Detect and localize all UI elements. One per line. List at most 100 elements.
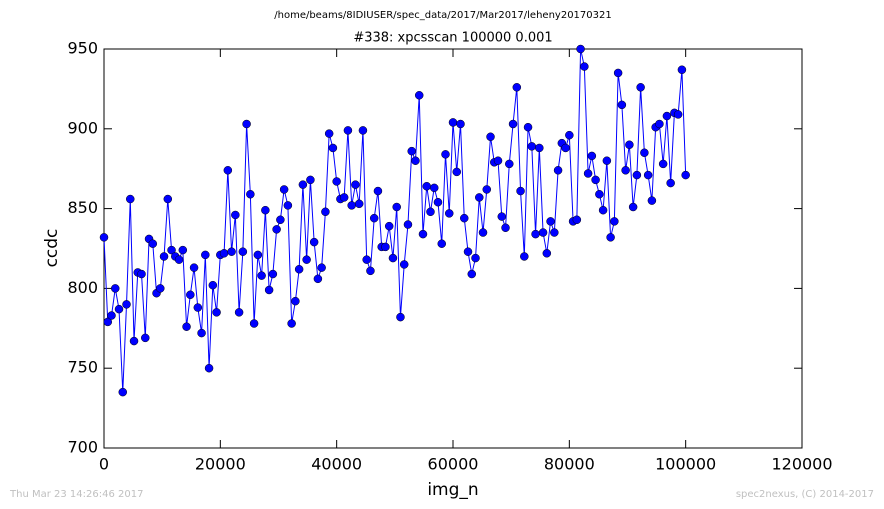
chart-subtitle: #338: xpcsscan 100000 0.001 (353, 31, 552, 46)
data-point (621, 166, 630, 175)
data-point (414, 91, 424, 100)
data-point (452, 167, 462, 177)
data-point (309, 237, 319, 247)
data-point (553, 166, 563, 175)
data-point (636, 83, 645, 92)
data-point (276, 215, 285, 225)
data-point (411, 156, 420, 165)
data-point (148, 239, 158, 248)
data-point (433, 197, 443, 207)
data-point (99, 233, 109, 242)
data-point (174, 255, 184, 264)
data-point (512, 83, 522, 92)
data-point (572, 215, 582, 225)
data-point (298, 180, 308, 189)
data-point (505, 159, 514, 169)
data-point (362, 255, 371, 264)
x-tick-label: 60000 (428, 455, 479, 474)
data-point (249, 319, 259, 328)
data-point (647, 196, 657, 205)
data-point (238, 247, 248, 256)
data-point (677, 65, 687, 74)
y-axis-label: ccdc (42, 229, 62, 268)
data-point (324, 129, 334, 138)
data-point (294, 264, 304, 274)
data-point (610, 217, 619, 226)
data-point (520, 252, 529, 261)
data-point (302, 255, 311, 264)
data-point (126, 194, 135, 204)
chart-title: /home/beams/8IDIUSER/spec_data/2017/Mar2… (274, 10, 611, 21)
data-point (141, 333, 150, 343)
data-point (463, 247, 473, 256)
data-point (625, 140, 634, 150)
data-point (546, 217, 555, 226)
data-point (632, 170, 642, 180)
data-point (111, 284, 120, 293)
data-point (118, 387, 128, 397)
data-point (242, 119, 251, 129)
x-tick-label: 0 (99, 455, 109, 474)
data-point (535, 143, 544, 153)
data-point (418, 229, 428, 239)
series-line (103, 48, 687, 393)
data-point (497, 212, 507, 221)
data-point (388, 253, 398, 263)
data-point (550, 228, 559, 237)
data-point (182, 322, 191, 331)
data-point (381, 242, 390, 252)
data-point (114, 304, 124, 314)
data-point (478, 228, 488, 237)
data-point (482, 185, 492, 194)
data-point (234, 308, 244, 317)
data-point (587, 151, 597, 161)
data-point (193, 303, 203, 312)
data-point (542, 249, 552, 258)
y-tick-label: 750 (67, 358, 98, 377)
x-tick-label: 120000 (771, 455, 832, 474)
data-point (354, 199, 364, 209)
data-point (456, 119, 465, 129)
data-point (531, 229, 540, 239)
data-point (189, 263, 199, 272)
data-point (471, 253, 480, 263)
data-point (212, 308, 221, 317)
data-point (264, 285, 274, 295)
data-point (137, 269, 146, 279)
data-point (231, 210, 240, 220)
data-point (159, 252, 169, 261)
data-point (373, 186, 383, 196)
data-point (527, 142, 537, 151)
data-point (358, 126, 368, 135)
footer-credit: spec2nexus, (C) 2014-2017 (736, 489, 874, 500)
data-point (444, 209, 454, 218)
y-tick-label: 900 (67, 118, 98, 137)
data-point (313, 274, 323, 284)
x-tick-label: 20000 (195, 455, 246, 474)
data-point (595, 189, 604, 199)
data-point (640, 148, 649, 157)
data-point (328, 143, 338, 153)
x-axis-label: img_n (427, 480, 478, 500)
data-point (186, 290, 195, 300)
data-point (643, 170, 653, 180)
data-point (523, 122, 533, 132)
data-point (208, 280, 218, 290)
data-point (197, 328, 206, 338)
data-point (167, 245, 176, 255)
data-point (163, 194, 173, 204)
data-point (561, 143, 570, 153)
data-point (673, 110, 683, 119)
data-point (257, 271, 266, 280)
data-point (407, 146, 416, 156)
data-point (613, 68, 623, 78)
data-point (261, 205, 270, 215)
data-point (602, 156, 612, 165)
plot-frame (103, 48, 803, 449)
data-point (392, 202, 401, 212)
data-point (122, 300, 131, 309)
data-point (283, 201, 293, 210)
y-tick-label: 700 (67, 438, 98, 457)
data-point (366, 266, 375, 276)
data-point (501, 223, 510, 233)
